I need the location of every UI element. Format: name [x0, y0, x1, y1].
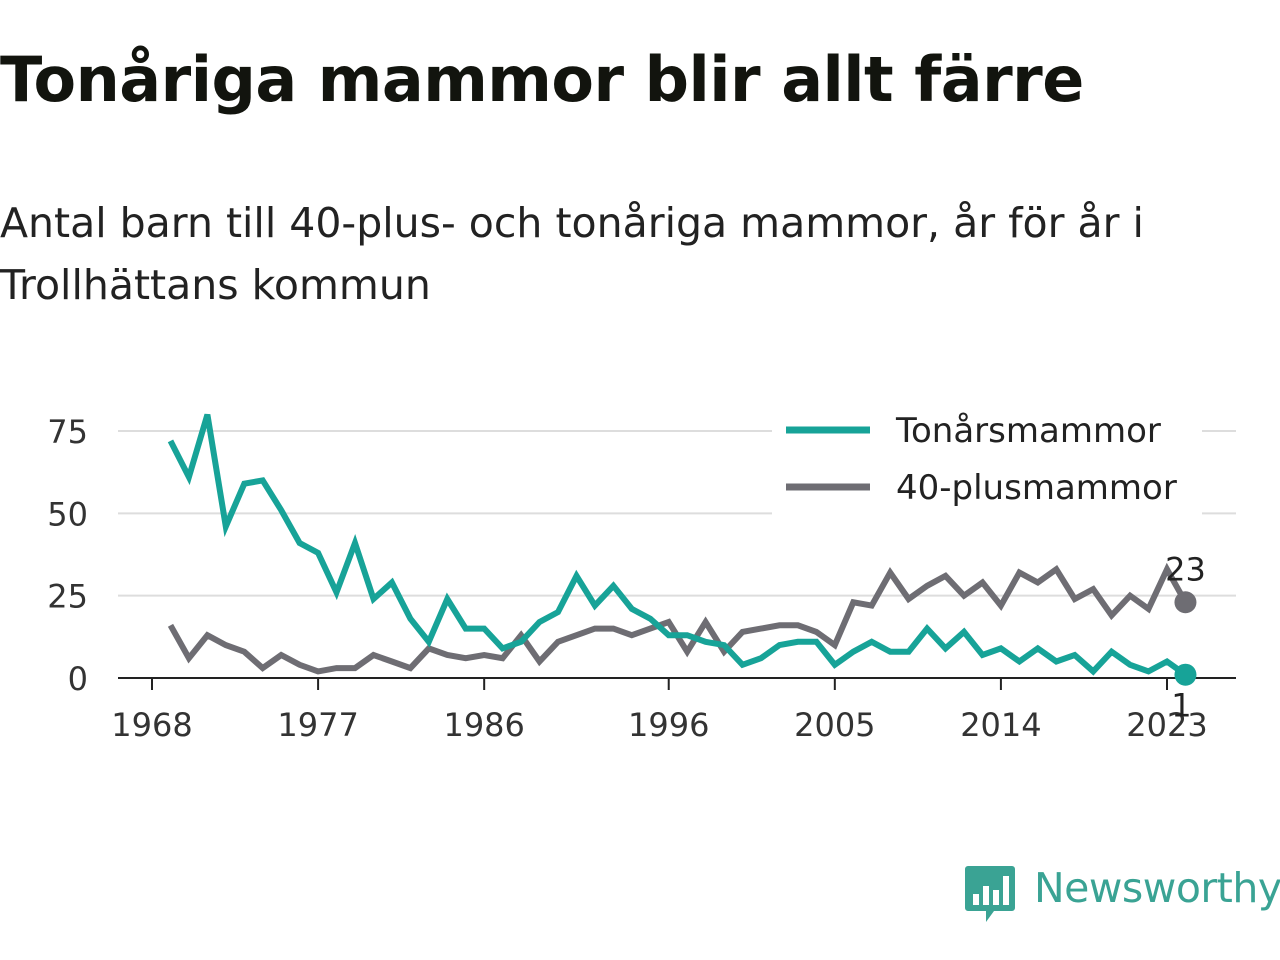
chart-title: Tonåriga mammor blir allt färre: [0, 43, 1084, 116]
series-line-1: [167, 562, 1189, 675]
end-label-1: 23: [1165, 550, 1206, 588]
end-point-0: [1174, 663, 1197, 686]
x-tick-label: 1968: [111, 706, 192, 744]
chart-subtitle: Antal barn till 40-plus- och tonåriga ma…: [0, 199, 1144, 309]
y-tick-label: 25: [47, 578, 88, 616]
x-tick-label: 2014: [960, 706, 1041, 744]
y-axis-ticks: 0 25 50 75: [47, 413, 88, 698]
x-tick-label: 1986: [443, 706, 524, 744]
legend-label-1: 40-plusmammor: [896, 468, 1177, 508]
y-tick-label: 50: [47, 495, 88, 533]
brand-name: Newsworthy: [1034, 864, 1280, 912]
line-chart: 0 25 50 75 1968 1977 1986 1996 2005 2014 2023 Ton…: [47, 410, 1236, 744]
y-tick-label: 0: [68, 660, 88, 698]
end-label-0: 1: [1171, 687, 1191, 725]
x-tick-label: 1977: [277, 706, 358, 744]
end-point-1: [1174, 591, 1197, 614]
series-line-0: [167, 413, 1188, 678]
bar-chart-speech-bubble-icon: [965, 866, 1015, 922]
newsworthy-logo: Newsworthy: [964, 862, 1280, 926]
end-labels: 1 23: [1165, 550, 1206, 724]
x-tick-label: 2005: [794, 706, 875, 744]
series-lines: [167, 413, 1189, 678]
x-tick-label: 1996: [628, 706, 709, 744]
legend: Tonårsmammor 40-plusmammor: [772, 410, 1202, 518]
y-tick-label: 75: [47, 413, 88, 451]
x-tick-label: 2023: [1126, 706, 1207, 744]
x-axis: 1968 1977 1986 1996 2005 2014 2023: [111, 677, 1236, 744]
legend-label-0: Tonårsmammor: [895, 411, 1161, 451]
